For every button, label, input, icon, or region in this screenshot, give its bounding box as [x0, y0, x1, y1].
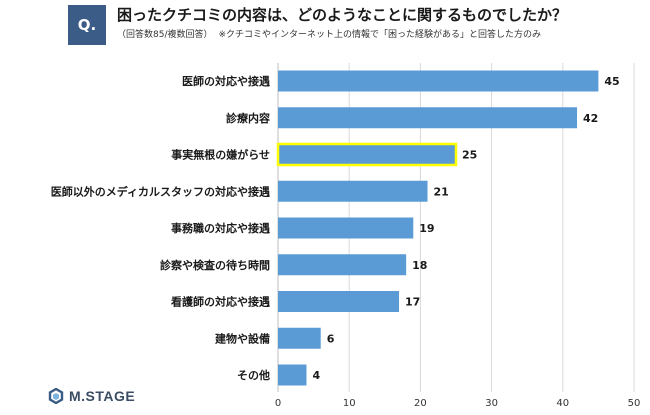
data-label: 45 [604, 75, 619, 88]
x-tick-label: 40 [556, 398, 569, 409]
question-title: 困ったクチコミの内容は、どのようなことに関するものでしたか？ [117, 6, 568, 24]
bar-highlighted [276, 142, 458, 167]
data-label: 19 [419, 222, 434, 235]
data-label: 17 [405, 296, 420, 309]
bar [278, 327, 321, 349]
bar [278, 70, 599, 92]
category-label: 事務職の対応や接遇 [171, 221, 270, 235]
bar [278, 180, 428, 202]
question-header: Q. 困ったクチコミの内容は、どのようなことに関するものでしたか？ （回答数85… [0, 0, 650, 50]
question-subtitle: （回答数85/複数回答） ※クチコミやインターネット上の情報で「困った経験がある」… [117, 27, 541, 40]
category-label: 医師の対応や接遇 [182, 74, 270, 88]
brand-name: M.STAGE [69, 388, 136, 404]
category-label: 建物や設備 [215, 331, 270, 345]
bar [278, 364, 307, 386]
x-tick-label: 10 [343, 398, 356, 409]
x-tick-label: 20 [414, 398, 427, 409]
data-label: 42 [583, 112, 598, 125]
question-badge: Q. [68, 5, 106, 45]
category-label: その他 [237, 368, 270, 382]
data-label: 6 [327, 332, 335, 345]
x-tick-label: 30 [485, 398, 498, 409]
brand-logo: M.STAGE [48, 388, 135, 404]
bar [278, 291, 400, 312]
category-label: 事実無根の嫌がらせ [171, 148, 270, 162]
data-label: 25 [462, 149, 477, 162]
respondent-condition-note: ※クチコミやインターネット上の情報で「困った経験がある」と回答した方のみ [218, 30, 542, 40]
category-label: 診療内容 [226, 111, 270, 125]
category-label: 診察や検査の待ち時間 [160, 258, 270, 272]
category-label: 医師以外のメディカルスタッフの対応や接遇 [51, 184, 270, 198]
bar [278, 217, 414, 239]
data-label: 21 [434, 185, 449, 198]
bar [278, 254, 407, 276]
data-label: 18 [412, 259, 427, 272]
m-stage-logo-icon [48, 388, 64, 404]
x-tick-label: 0 [275, 398, 281, 409]
category-label: 看護師の対応や接遇 [171, 295, 270, 309]
x-tick-label: 50 [628, 398, 641, 409]
response-count-note: （回答数85/複数回答） [117, 30, 213, 40]
bar [278, 107, 578, 129]
data-label: 4 [312, 369, 320, 382]
